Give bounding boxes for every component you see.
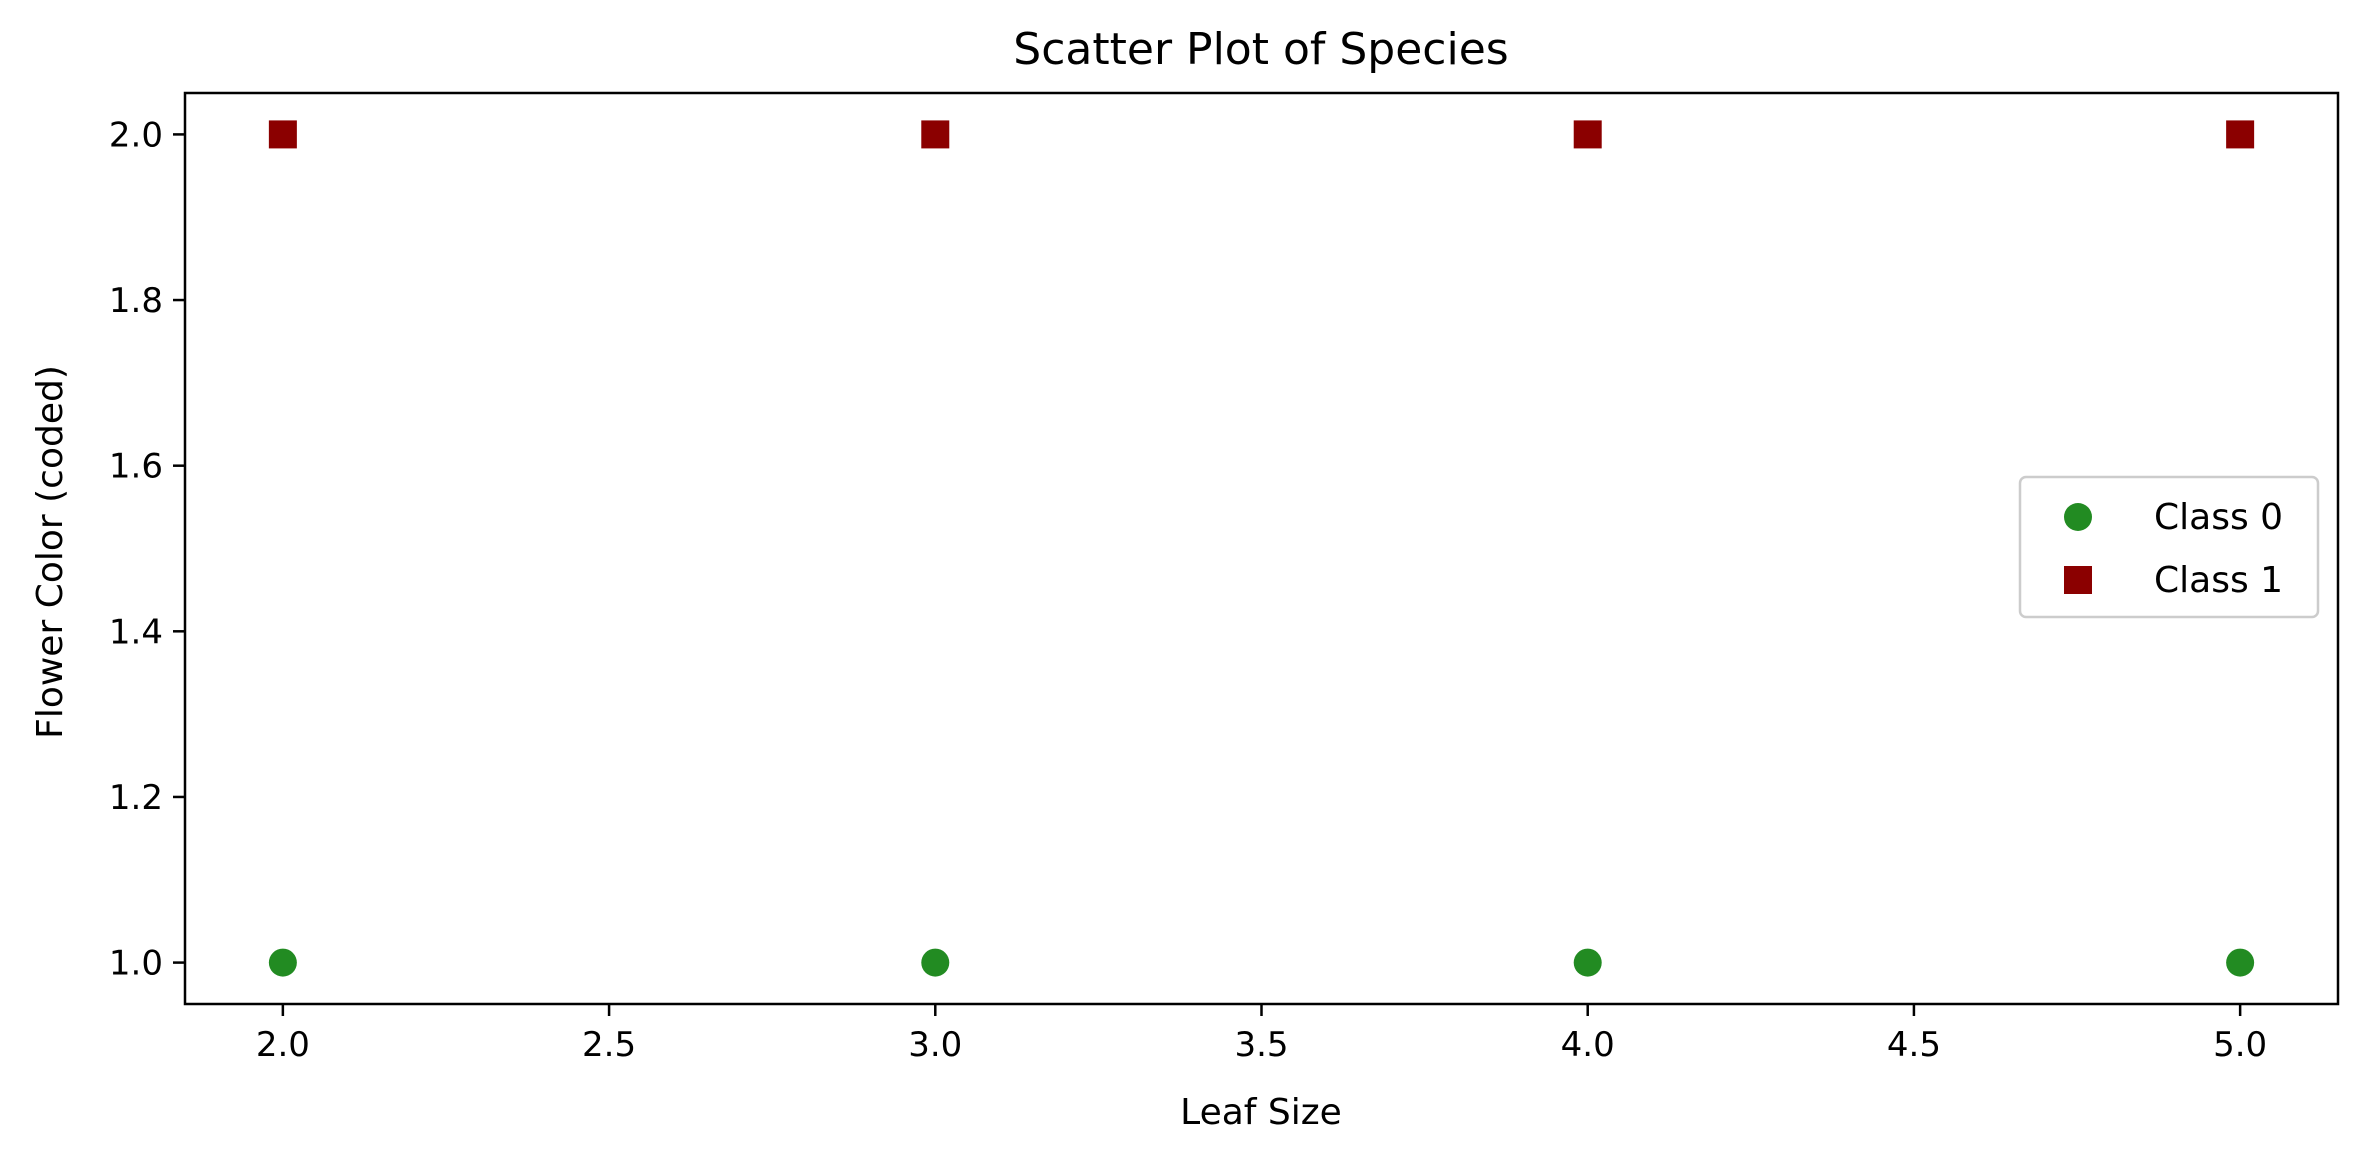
x-axis-label: Leaf Size [1180,1092,1342,1133]
x-axis-ticks: 2.0 2.5 3.0 3.5 4.0 4.5 5.0 [256,1004,2267,1065]
scatter-point-class-1 [1573,120,1602,149]
y-tick-label: 1.0 [109,944,163,984]
scatter-point-class-1 [921,120,950,149]
y-tick-label: 1.6 [109,447,163,487]
scatter-point-class-0 [2226,948,2255,977]
x-tick-label: 4.0 [1561,1025,1615,1065]
y-axis-label: Flower Color (coded) [30,365,71,739]
x-tick-label: 3.5 [1234,1025,1288,1065]
x-tick-label: 2.0 [256,1025,310,1065]
legend: Class 0 Class 1 [2018,475,2320,619]
x-tick-label: 5.0 [2213,1025,2267,1065]
y-axis-ticks: 1.0 1.2 1.4 1.6 1.8 2.0 [109,115,185,984]
x-tick-label: 3.0 [908,1025,962,1065]
scatter-point-class-0 [268,948,297,977]
legend-marker-class-0 [2064,503,2092,531]
plot-area [268,120,2255,977]
y-tick-label: 2.0 [109,115,163,155]
legend-marker-class-1 [2064,566,2092,594]
legend-box [2018,475,2320,619]
legend-label-class-1: Class 1 [2154,560,2283,601]
scatter-point-class-0 [1573,948,1602,977]
scatter-point-class-1 [2226,120,2255,149]
y-tick-label: 1.2 [109,778,163,818]
scatter-point-class-1 [268,120,297,149]
scatter-point-class-0 [921,948,950,977]
chart-title: Scatter Plot of Species [1013,24,1508,75]
legend-label-class-0: Class 0 [2154,497,2283,538]
y-tick-label: 1.8 [109,281,163,321]
x-tick-label: 4.5 [1887,1025,1941,1065]
x-tick-label: 2.5 [582,1025,636,1065]
y-tick-label: 1.4 [109,612,163,652]
